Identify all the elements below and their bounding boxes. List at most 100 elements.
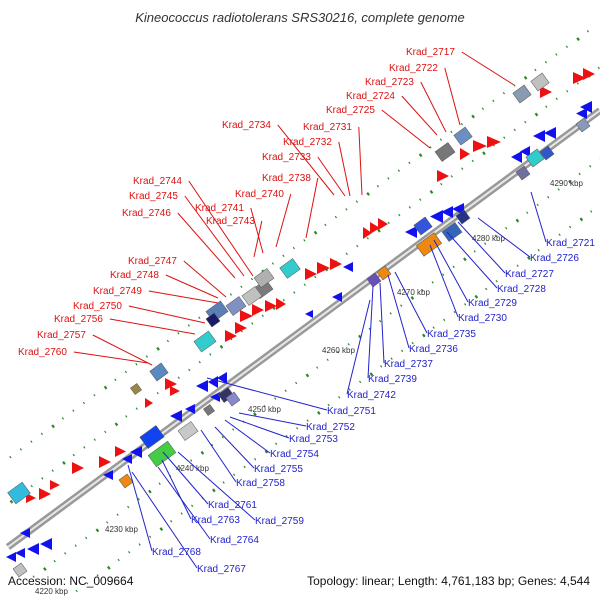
forward-gene-box bbox=[530, 72, 550, 92]
reverse-gene-label: Krad_2730 bbox=[458, 313, 507, 324]
gc-mark bbox=[326, 358, 329, 362]
reverse-label-leader bbox=[367, 285, 374, 379]
forward-gene-label: Krad_2746 bbox=[122, 208, 171, 219]
reverse-gene-label: Krad_2752 bbox=[306, 422, 355, 433]
forward-gene-arrow bbox=[276, 298, 286, 310]
forward-gene-arrow bbox=[317, 262, 330, 274]
forward-gene-arrow bbox=[252, 304, 264, 316]
gc-mark bbox=[191, 504, 194, 507]
gc-mark bbox=[523, 75, 528, 80]
forward-label-leader bbox=[188, 180, 254, 277]
gc-mark bbox=[503, 136, 506, 139]
reverse-gene-box bbox=[376, 265, 392, 281]
reverse-gene-arrow bbox=[130, 446, 142, 458]
gc-mark bbox=[212, 488, 216, 493]
reverse-gene-label: Krad_2742 bbox=[347, 390, 396, 401]
gc-mark bbox=[137, 497, 140, 501]
reverse-label-leader bbox=[433, 239, 469, 303]
reverse-gene-arrow bbox=[511, 151, 522, 163]
gc-mark bbox=[418, 153, 423, 158]
forward-gene-arrow bbox=[487, 136, 501, 148]
gc-mark bbox=[293, 291, 296, 294]
forward-gene-labels: Krad_2717 Krad_2722 Krad_2723 Krad_2724 Krad… bbox=[18, 47, 515, 366]
gc-mark bbox=[586, 29, 590, 33]
gc-mark bbox=[460, 122, 464, 126]
forward-gene-arrow bbox=[540, 86, 552, 98]
forward-label-leader bbox=[128, 305, 206, 324]
reverse-gene-arrow bbox=[343, 262, 353, 272]
forward-gene-arrow bbox=[363, 227, 372, 239]
gc-mark bbox=[30, 484, 33, 488]
gc-mark bbox=[387, 177, 390, 180]
reverse-gene-label: Krad_2736 bbox=[409, 344, 458, 355]
gc-mark bbox=[135, 362, 138, 366]
gc-mark bbox=[261, 314, 264, 317]
gc-mark bbox=[544, 60, 548, 64]
reverse-gene-arrow bbox=[533, 130, 545, 142]
gc-mark bbox=[324, 223, 327, 227]
gc-mark bbox=[485, 287, 488, 291]
gc-mark bbox=[179, 466, 182, 470]
gc-mark bbox=[264, 449, 269, 454]
gc-mark bbox=[578, 172, 581, 176]
forward-gene-arrow bbox=[370, 222, 380, 234]
forward-label-leader bbox=[444, 67, 461, 126]
gc-mark bbox=[64, 552, 67, 555]
gc-mark bbox=[387, 221, 390, 225]
gc-mark bbox=[408, 161, 411, 165]
forward-gene-arrow bbox=[265, 300, 277, 312]
gc-mark bbox=[233, 473, 236, 477]
gc-mark bbox=[263, 405, 266, 408]
gc-mark bbox=[158, 482, 161, 485]
gc-mark bbox=[548, 241, 551, 244]
gc-mark bbox=[568, 179, 572, 184]
forward-gene-arrow bbox=[573, 72, 586, 84]
gc-mark bbox=[240, 285, 243, 289]
gc-mark bbox=[495, 279, 498, 283]
gc-mark bbox=[96, 574, 99, 577]
gc-mark bbox=[390, 357, 393, 360]
gc-mark bbox=[296, 427, 299, 430]
gc-mark bbox=[471, 159, 474, 163]
gc-mark bbox=[135, 407, 138, 410]
forward-gene-arrow bbox=[330, 258, 342, 270]
reverse-gene-arrow bbox=[576, 108, 587, 119]
reverse-gene-label: Krad_2764 bbox=[210, 535, 259, 546]
gc-mark bbox=[347, 343, 350, 346]
forward-gene-label: Krad_2724 bbox=[346, 91, 395, 102]
forward-gene-arrow bbox=[305, 268, 317, 280]
reverse-gene-arrow bbox=[170, 410, 182, 422]
reverse-gene-arrow bbox=[441, 206, 453, 218]
forward-gene-arrow bbox=[378, 218, 388, 230]
reverse-gene-arrow bbox=[405, 226, 417, 238]
gc-mark bbox=[576, 37, 580, 42]
gc-mark bbox=[411, 341, 414, 345]
forward-gene-box bbox=[149, 362, 169, 382]
gc-mark bbox=[555, 97, 558, 101]
reverse-gene-labels: Krad_2721 Krad_2726 Krad_2727 Krad_2728 Krad… bbox=[127, 191, 595, 575]
gc-mark bbox=[474, 294, 479, 299]
reverse-gene-box bbox=[525, 148, 545, 168]
gc-mark bbox=[303, 239, 306, 242]
reverse-gene-label: Krad_2721 bbox=[546, 238, 595, 249]
gc-mark bbox=[338, 396, 341, 399]
gc-mark bbox=[359, 380, 362, 384]
reverse-gene-label: Krad_2753 bbox=[289, 434, 338, 445]
reverse-label-leader bbox=[429, 244, 459, 318]
gc-mark bbox=[369, 372, 374, 377]
gc-mark bbox=[40, 432, 44, 436]
reverse-gene-box bbox=[415, 232, 443, 257]
gc-mark bbox=[221, 436, 224, 439]
forward-label-leader bbox=[184, 195, 245, 277]
reverse-gene-arrow bbox=[208, 376, 218, 388]
forward-label-leader bbox=[317, 156, 346, 197]
forward-gene-box bbox=[253, 268, 275, 288]
gc-mark bbox=[536, 203, 539, 207]
reverse-label-leader bbox=[387, 274, 410, 349]
gc-mark bbox=[116, 513, 119, 516]
reverse-label-leader bbox=[379, 282, 385, 364]
forward-gene-box bbox=[279, 258, 301, 279]
forward-gene-label: Krad_2744 bbox=[133, 176, 182, 187]
gc-mark bbox=[114, 378, 117, 381]
